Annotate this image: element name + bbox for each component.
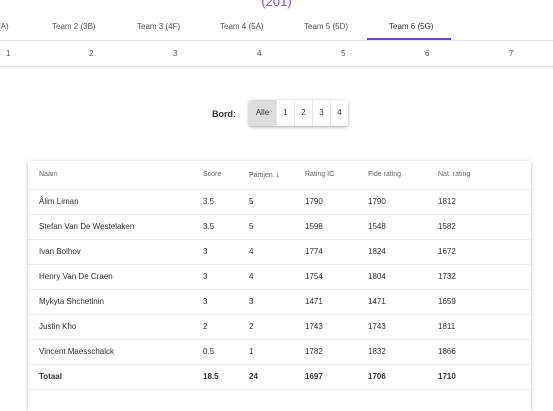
cell-partijen: 5 — [249, 197, 254, 206]
cell-partijen: 3 — [249, 297, 254, 306]
players-table-card: Naam Score Partijen ↓ Rating IC Fide rati… — [28, 161, 531, 411]
table-row: Stefan Van De Westelaken 3.5 5 1598 1548… — [28, 214, 531, 240]
cell-rating-ic: 1598 — [305, 222, 323, 231]
cell-score: 3 — [203, 272, 208, 281]
cell-rating-ic: 1754 — [305, 272, 323, 281]
table-header-row: Naam Score Partijen ↓ Rating IC Fide rati… — [28, 161, 531, 190]
tab-team-2[interactable]: Team 2 (3B) — [52, 22, 96, 31]
cell-partijen: 1 — [249, 347, 254, 356]
cell-score: 0.5 — [203, 347, 215, 356]
tab-round-6[interactable]: 6 — [425, 49, 430, 58]
cell-partijen: 4 — [249, 247, 254, 256]
tab-team-3[interactable]: Team 3 (4F) — [137, 22, 181, 31]
header-nat-rating[interactable]: Nat. rating — [438, 171, 471, 178]
tab-team-6[interactable]: Team 6 (5G) — [389, 22, 434, 31]
total-fide-rating: 1706 — [368, 372, 386, 381]
tab-round-5[interactable]: 5 — [341, 49, 346, 58]
table-row: Vincent Maesschalck 0.5 1 1782 1832 1866 — [28, 339, 531, 365]
cell-fide-rating: 1548 — [368, 222, 386, 231]
cell-naam: Stefan Van De Westelaken — [39, 222, 135, 231]
cell-nat-rating: 1866 — [438, 347, 456, 356]
bord-option-all[interactable]: Alle — [249, 100, 277, 126]
table-row: Henry Van De Craen 3 4 1754 1804 1732 — [28, 264, 531, 290]
total-nat-rating: 1710 — [438, 372, 456, 381]
cell-score: 2 — [203, 322, 208, 331]
bord-option-2[interactable]: 2 — [295, 100, 313, 126]
team-tabs: (A) Team 2 (3B) Team 3 (4F) Team 4 (5A) … — [0, 14, 553, 41]
table-row: Mykyta Shchetinin 3 3 1471 1471 1659 — [28, 289, 531, 315]
cell-fide-rating: 1824 — [368, 247, 386, 256]
cell-naam: Mykyta Shchetinin — [39, 297, 104, 306]
cell-score: 3.5 — [203, 222, 215, 231]
arrow-down-icon: ↓ — [275, 170, 280, 179]
header-partijen[interactable]: Partijen ↓ — [249, 161, 280, 190]
cell-score: 3 — [203, 297, 208, 306]
cell-naam: Justin Kho — [39, 322, 77, 331]
table-row: Ålim Liman 3.5 5 1790 1790 1812 — [28, 189, 531, 215]
header-score[interactable]: Score — [203, 171, 222, 178]
total-rating-ic: 1697 — [305, 372, 323, 381]
header-naam[interactable]: Naam — [39, 171, 58, 178]
tab-round-2[interactable]: 2 — [89, 49, 94, 58]
table-total-row: Totaal 18.5 24 1697 1706 1710 — [28, 364, 531, 390]
cell-partijen: 2 — [249, 322, 254, 331]
cell-nat-rating: 1582 — [438, 222, 456, 231]
active-tab-indicator — [367, 38, 451, 40]
total-naam: Totaal — [39, 372, 62, 381]
total-score: 18.5 — [203, 372, 219, 381]
cell-nat-rating: 1811 — [438, 322, 456, 331]
cell-score: 3.5 — [203, 197, 215, 206]
page-heading-partial: (201) — [261, 0, 292, 9]
bord-toggle-group: Alle 1 2 3 4 — [249, 100, 348, 126]
cell-fide-rating: 1832 — [368, 347, 386, 356]
cell-rating-ic: 1782 — [305, 347, 323, 356]
cell-rating-ic: 1743 — [305, 322, 323, 331]
cell-naam: Vincent Maesschalck — [39, 347, 114, 356]
cell-score: 3 — [203, 247, 208, 256]
cell-nat-rating: 1732 — [438, 272, 456, 281]
tab-round-1[interactable]: 1 — [6, 49, 11, 58]
cell-naam: Henry Van De Craen — [39, 272, 113, 281]
cell-rating-ic: 1774 — [305, 247, 323, 256]
tab-round-7[interactable]: 7 — [509, 49, 514, 58]
cell-nat-rating: 1812 — [438, 197, 456, 206]
cell-naam: Ålim Liman — [39, 197, 79, 206]
bord-option-1[interactable]: 1 — [277, 100, 295, 126]
cell-fide-rating: 1790 — [368, 197, 386, 206]
header-partijen-label: Partijen — [249, 172, 273, 179]
tab-round-4[interactable]: 4 — [257, 49, 262, 58]
cell-fide-rating: 1804 — [368, 272, 386, 281]
header-rating-ic[interactable]: Rating IC — [305, 171, 335, 178]
bord-option-3[interactable]: 3 — [313, 100, 331, 126]
tab-team-1[interactable]: (A) — [0, 22, 9, 31]
cell-rating-ic: 1790 — [305, 197, 323, 206]
tab-round-3[interactable]: 3 — [173, 49, 178, 58]
cell-nat-rating: 1672 — [438, 247, 456, 256]
total-partijen: 24 — [249, 372, 258, 381]
cell-nat-rating: 1659 — [438, 297, 456, 306]
cell-partijen: 5 — [249, 222, 254, 231]
cell-partijen: 4 — [249, 272, 254, 281]
bord-option-4[interactable]: 4 — [331, 100, 348, 126]
tab-team-5[interactable]: Team 5 (5D) — [304, 22, 349, 31]
tab-team-4[interactable]: Team 4 (5A) — [220, 22, 264, 31]
table-row: Justin Kho 2 2 1743 1743 1811 — [28, 314, 531, 340]
header-fide-rating[interactable]: Fide rating — [368, 171, 402, 178]
bord-label: Bord: — [212, 109, 236, 119]
round-tabs: 1 2 3 4 5 6 7 — [0, 41, 553, 67]
table-row: Ivan Bolhov 3 4 1774 1824 1672 — [28, 239, 531, 265]
cell-naam: Ivan Bolhov — [39, 247, 81, 256]
cell-fide-rating: 1743 — [368, 322, 386, 331]
cell-fide-rating: 1471 — [368, 297, 386, 306]
cell-rating-ic: 1471 — [305, 297, 323, 306]
